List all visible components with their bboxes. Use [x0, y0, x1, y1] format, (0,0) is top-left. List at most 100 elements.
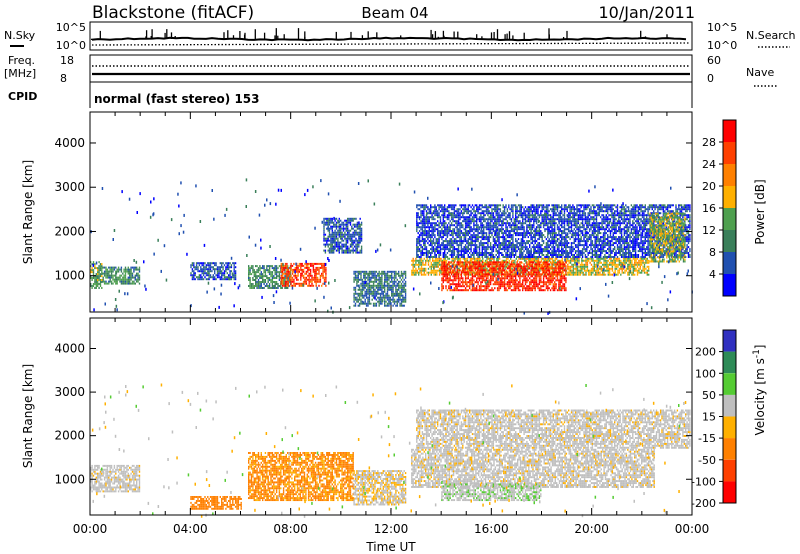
power-echo-cell [431, 240, 433, 243]
power-echo-cell [393, 294, 396, 297]
power-echo-cell [255, 275, 257, 278]
power-echo-cell [211, 266, 213, 269]
power-echo-cell [386, 278, 389, 281]
power-echo-cell [439, 254, 442, 256]
power-echo-cell [462, 242, 464, 245]
power-echo-cell [120, 274, 123, 277]
power-echo-cell [416, 222, 418, 225]
power-echo-cell [421, 204, 424, 207]
power-echo-cell [252, 271, 254, 274]
power-echo-cell [499, 277, 502, 280]
power-echo-cell [290, 284, 292, 287]
power-echo-cell [460, 240, 463, 243]
power-echo-cell [607, 271, 609, 274]
power-echo-cell [631, 259, 633, 262]
power-echo-cell [444, 246, 446, 249]
power-echo-cell [381, 302, 383, 305]
power-echo-cell [360, 302, 362, 305]
power-echo-cell [97, 279, 99, 281]
power-echo-cell [470, 279, 472, 282]
power-echo-cell [360, 294, 362, 297]
power-echo-cell [391, 284, 393, 287]
power-echo-cell [404, 284, 407, 287]
power-echo-cell [287, 280, 289, 283]
power-echo-cell [420, 273, 423, 276]
power-echo-cell [481, 275, 483, 278]
power-echo-cell [589, 273, 591, 276]
power-echo-cell [403, 286, 405, 289]
power-echo-cell [400, 274, 403, 277]
power-echo-cell [509, 281, 511, 284]
power-echo-cell [102, 278, 104, 281]
power-echo-cell [392, 304, 394, 307]
power-echo-cell [298, 264, 301, 267]
power-echo-cell [356, 292, 358, 295]
power-echo-cell [341, 223, 343, 226]
power-echo-cell [318, 268, 320, 271]
power-echo-cell [396, 290, 398, 293]
power-echo-cell [435, 210, 437, 213]
power-echo-cell [581, 265, 583, 268]
power-echo-cell [201, 270, 203, 273]
power-echo-cell [345, 225, 347, 228]
power-echo-cell [328, 223, 331, 226]
power-echo-cell [552, 283, 554, 286]
power-echo-cell [515, 283, 517, 286]
power-echo-cell [581, 271, 583, 274]
power-echo-cell [425, 267, 427, 270]
power-echo-cell [470, 246, 472, 249]
power-echo-cell [270, 279, 272, 281]
power-echo-cell [571, 263, 573, 266]
power-echo-cell [505, 271, 507, 274]
power-echo-cell [248, 271, 250, 274]
power-echo-cell [257, 283, 260, 285]
power-echo-cell [462, 254, 464, 256]
power-echo-cell [571, 259, 573, 262]
power-echo-cell [464, 238, 467, 241]
power-echo-cell [489, 269, 492, 272]
power-echo-cell [497, 273, 499, 276]
power-echo-cell [356, 231, 359, 234]
power-echo-cell [449, 246, 451, 249]
power-echo-cell [463, 248, 465, 251]
power-echo-cell [532, 259, 534, 262]
power-echo-cell [361, 290, 364, 293]
power-echo-cell [437, 250, 439, 253]
power-echo-cell [459, 216, 461, 219]
power-echo-cell [456, 228, 458, 231]
power-echo-cell [481, 273, 483, 276]
power-echo-cell [437, 252, 439, 254]
power-echo-cell [459, 214, 461, 217]
power-echo-cell [263, 279, 265, 281]
power-echo-cell [625, 269, 628, 272]
power-echo-cell [370, 284, 372, 287]
power-echo-cell [614, 273, 616, 276]
power-echo-cell [352, 219, 354, 222]
power-echo-cell [452, 206, 454, 209]
power-echo-cell [302, 276, 305, 279]
power-echo-cell [215, 264, 217, 267]
power-echo-cell [442, 234, 444, 237]
power-echo-cell [367, 278, 369, 281]
power-echo-cell [448, 281, 450, 284]
power-echo-cell [420, 212, 422, 215]
power-echo-cell [603, 263, 605, 266]
power-echo-cell [455, 279, 457, 282]
power-echo-cell [547, 285, 549, 288]
power-echo-cell [374, 294, 376, 297]
power-echo-cell [460, 238, 463, 241]
power-echo-cell [290, 278, 292, 281]
power-echo-cell [97, 273, 99, 276]
power-echo-cell [460, 224, 463, 227]
power-echo-cell [529, 261, 531, 264]
power-echo-cell [378, 302, 380, 305]
power-echo-cell [456, 261, 458, 264]
power-echo-cell [466, 210, 468, 213]
power-echo-cell [502, 269, 504, 272]
power-echo-cell [375, 280, 378, 283]
power-echo-cell [627, 271, 629, 274]
power-echo-cell [476, 208, 478, 211]
power-echo-cell [459, 265, 461, 268]
power-echo-cell [342, 249, 345, 252]
power-echo-cell [455, 285, 457, 288]
